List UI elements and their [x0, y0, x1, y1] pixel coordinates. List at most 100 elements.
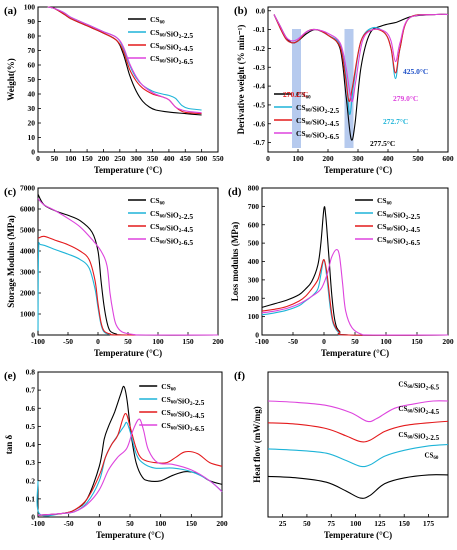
annotation-label: 270.2°C — [283, 90, 308, 99]
axes-frame — [37, 371, 223, 518]
x-axis-label: Temperature (°C) — [324, 165, 392, 175]
y-tick-label: 600 — [248, 220, 260, 229]
panel-b: 0 100 200 300 400 500 600 0.0 -0.1 -0.2 -0.3 -0.4 -0… — [234, 5, 454, 175]
y-tick-label: 2000 — [20, 289, 35, 298]
y-axis-label: Derivative weight (% min⁻¹) — [236, 25, 246, 135]
y-axis-label: Storage Modulus (MPa) — [6, 215, 16, 308]
series-line-f-0 — [267, 474, 449, 499]
y-tick-label: -0.5 — [253, 100, 265, 109]
series-line-e-2 — [37, 413, 223, 516]
y-tick-label: 6000 — [20, 205, 35, 214]
y-tick-label: 300 — [248, 275, 260, 284]
y-tick-label: -0.2 — [253, 44, 265, 53]
series-line-b-2 — [273, 13, 449, 102]
x-tick-label: 0 — [97, 519, 101, 528]
panel-e: -100 -50 0 50 100 150 200 0 0.1 0.2 0.3 0.4 0.5 0.6 0.… — [4, 368, 228, 541]
y-tick-label: 0.8 — [26, 368, 36, 377]
legend-label: CS60/SiO2-6.5 — [377, 235, 420, 247]
x-tick-label: 150 — [186, 519, 198, 528]
x-tick-label: 200 — [442, 337, 454, 346]
x-tick-label: 600 — [442, 154, 454, 163]
y-tick-label: 0 — [31, 331, 35, 340]
series-line-c-1 — [37, 242, 219, 336]
x-tick-label: 200 — [322, 154, 334, 163]
x-tick-label: 300 — [131, 154, 143, 163]
panel-f: 25 50 75 100 125 150 175 Temperature (°C) Heat f… — [234, 370, 449, 540]
series-line-a-3 — [47, 6, 202, 114]
legend-label: CS60/SiO2-4.5 — [377, 222, 420, 234]
x-tick-label: 100 — [350, 519, 362, 528]
annotation-label: 425.0°C — [403, 67, 428, 76]
x-tick-label: 550 — [212, 154, 224, 163]
y-tick-label: 5000 — [20, 226, 35, 235]
axes-frame — [267, 371, 449, 518]
x-tick-label: -50 — [63, 337, 73, 346]
annotation-label: 277.5°C — [370, 139, 395, 148]
x-tick-label: 250 — [114, 154, 126, 163]
legend-label: CS60/SiO2-4.5 — [161, 408, 204, 420]
x-tick-label: 125 — [374, 519, 386, 528]
x-tick-label: 200 — [212, 337, 224, 346]
x-tick-label: 400 — [163, 154, 175, 163]
x-tick-label: 150 — [81, 154, 93, 163]
series-line-d-2 — [261, 259, 449, 336]
inline-label: CS60/SiO2-6.5 — [398, 380, 439, 391]
y-tick-label: -0.3 — [253, 63, 265, 72]
y-tick-label: 10 — [28, 133, 36, 142]
series-line-c-2 — [37, 235, 219, 336]
series-line-b-3 — [273, 13, 449, 103]
legend-label: CS60 — [377, 196, 392, 207]
x-tick-label: 100 — [152, 337, 164, 346]
y-tick-label: 30 — [28, 104, 36, 113]
panel-d: -100 -50 0 50 100 150 200 0 100 200 300 400 500 600 70… — [228, 184, 454, 359]
legend-label: CS60 — [150, 196, 165, 207]
x-tick-label: 150 — [399, 519, 411, 528]
legend-label: CS60/SiO2-2.5 — [150, 209, 193, 221]
y-tick-label: 100 — [248, 312, 260, 321]
y-axis-label: tan δ — [4, 434, 14, 454]
y-tick-label: 70 — [28, 46, 36, 55]
y-tick-label: 200 — [248, 294, 260, 303]
x-axis-label: Temperature (°C) — [94, 348, 162, 358]
x-tick-label: 500 — [412, 154, 424, 163]
x-tick-label: 150 — [411, 337, 423, 346]
y-tick-label: -0.7 — [253, 138, 265, 147]
x-axis-label: Temperature (°C) — [96, 530, 164, 540]
series-line-f-2 — [267, 420, 449, 443]
y-tick-label: 20 — [28, 119, 36, 128]
axes-frame — [261, 187, 449, 336]
y-tick-label: 700 — [248, 202, 260, 211]
panel-label: (d) — [228, 186, 242, 198]
x-tick-label: -50 — [64, 519, 74, 528]
y-tick-label: 0 — [31, 148, 35, 157]
y-tick-label: 0.2 — [26, 476, 36, 485]
x-axis-label: Temperature (°C) — [324, 530, 392, 540]
x-axis-label: Temperature (°C) — [94, 165, 162, 175]
y-tick-label: 7000 — [20, 184, 35, 193]
x-tick-label: 100 — [65, 154, 77, 163]
x-tick-label: 25 — [279, 519, 287, 528]
y-tick-label: 90 — [28, 17, 36, 26]
series-line-c-3 — [37, 198, 219, 336]
y-tick-label: -0.6 — [253, 119, 265, 128]
x-tick-label: 0 — [266, 154, 270, 163]
x-tick-label: 100 — [292, 154, 304, 163]
y-tick-label: 100 — [24, 3, 36, 12]
x-tick-label: 500 — [196, 154, 208, 163]
legend-label: CS60 — [150, 15, 165, 26]
x-tick-label: 300 — [352, 154, 364, 163]
legend-label: CS60/SiO2-6.5 — [150, 54, 193, 66]
annotation-label: 272.7°C — [383, 117, 408, 126]
y-tick-label: -0.1 — [253, 25, 265, 34]
series-line-d-3 — [261, 248, 449, 336]
x-tick-label: 75 — [327, 519, 335, 528]
y-tick-label: -0.4 — [253, 82, 265, 91]
series-line-d-0 — [261, 206, 449, 336]
panel-label: (f) — [234, 370, 245, 382]
y-tick-label: 1000 — [20, 310, 35, 319]
x-tick-label: 50 — [124, 337, 132, 346]
y-tick-label: 0.5 — [26, 422, 36, 431]
highlight-band — [292, 29, 301, 148]
y-tick-label: 3000 — [20, 268, 35, 277]
